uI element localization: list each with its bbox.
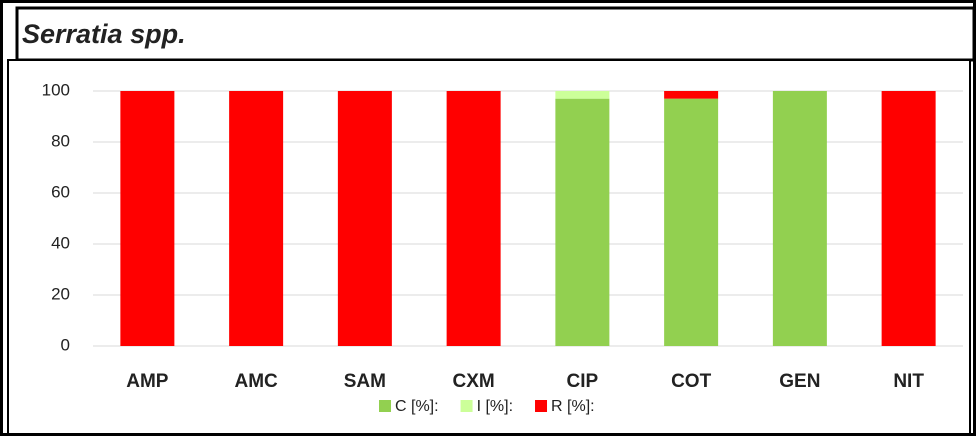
y-tick-label: 60 xyxy=(51,182,70,201)
bar-segment xyxy=(772,91,827,346)
x-tick-label: AMC xyxy=(234,371,278,392)
x-tick-label: CXM xyxy=(453,371,495,392)
legend-swatch xyxy=(460,400,473,412)
bar-segment xyxy=(881,91,936,346)
y-tick-label: 40 xyxy=(51,233,70,252)
bar-segment xyxy=(120,91,175,346)
x-tick-label: SAM xyxy=(344,371,386,392)
bar-segment xyxy=(555,98,610,347)
bar-segment xyxy=(229,91,284,346)
x-tick-label: CIP xyxy=(567,371,599,392)
y-tick-label: 20 xyxy=(51,284,70,303)
legend-swatch xyxy=(379,400,391,412)
bar-segment xyxy=(664,98,719,347)
y-tick-label: 100 xyxy=(42,80,70,99)
legend-label: C [%]: xyxy=(395,398,439,415)
x-tick-label: COT xyxy=(671,371,712,392)
legend-label: R [%]: xyxy=(551,398,595,415)
x-tick-label: AMP xyxy=(126,371,169,392)
chart-title: Serratia spp. xyxy=(22,19,186,49)
y-tick-label: 80 xyxy=(51,131,70,150)
y-tick-label: 0 xyxy=(61,335,70,354)
x-tick-label: GEN xyxy=(779,371,820,392)
bar-segment xyxy=(337,91,392,346)
legend-swatch xyxy=(535,400,548,412)
bar-segment xyxy=(664,91,719,99)
legend-label: I [%]: xyxy=(477,398,513,415)
x-tick-label: NIT xyxy=(893,371,924,392)
bar-segment xyxy=(446,91,501,346)
bar-segment xyxy=(555,91,610,99)
